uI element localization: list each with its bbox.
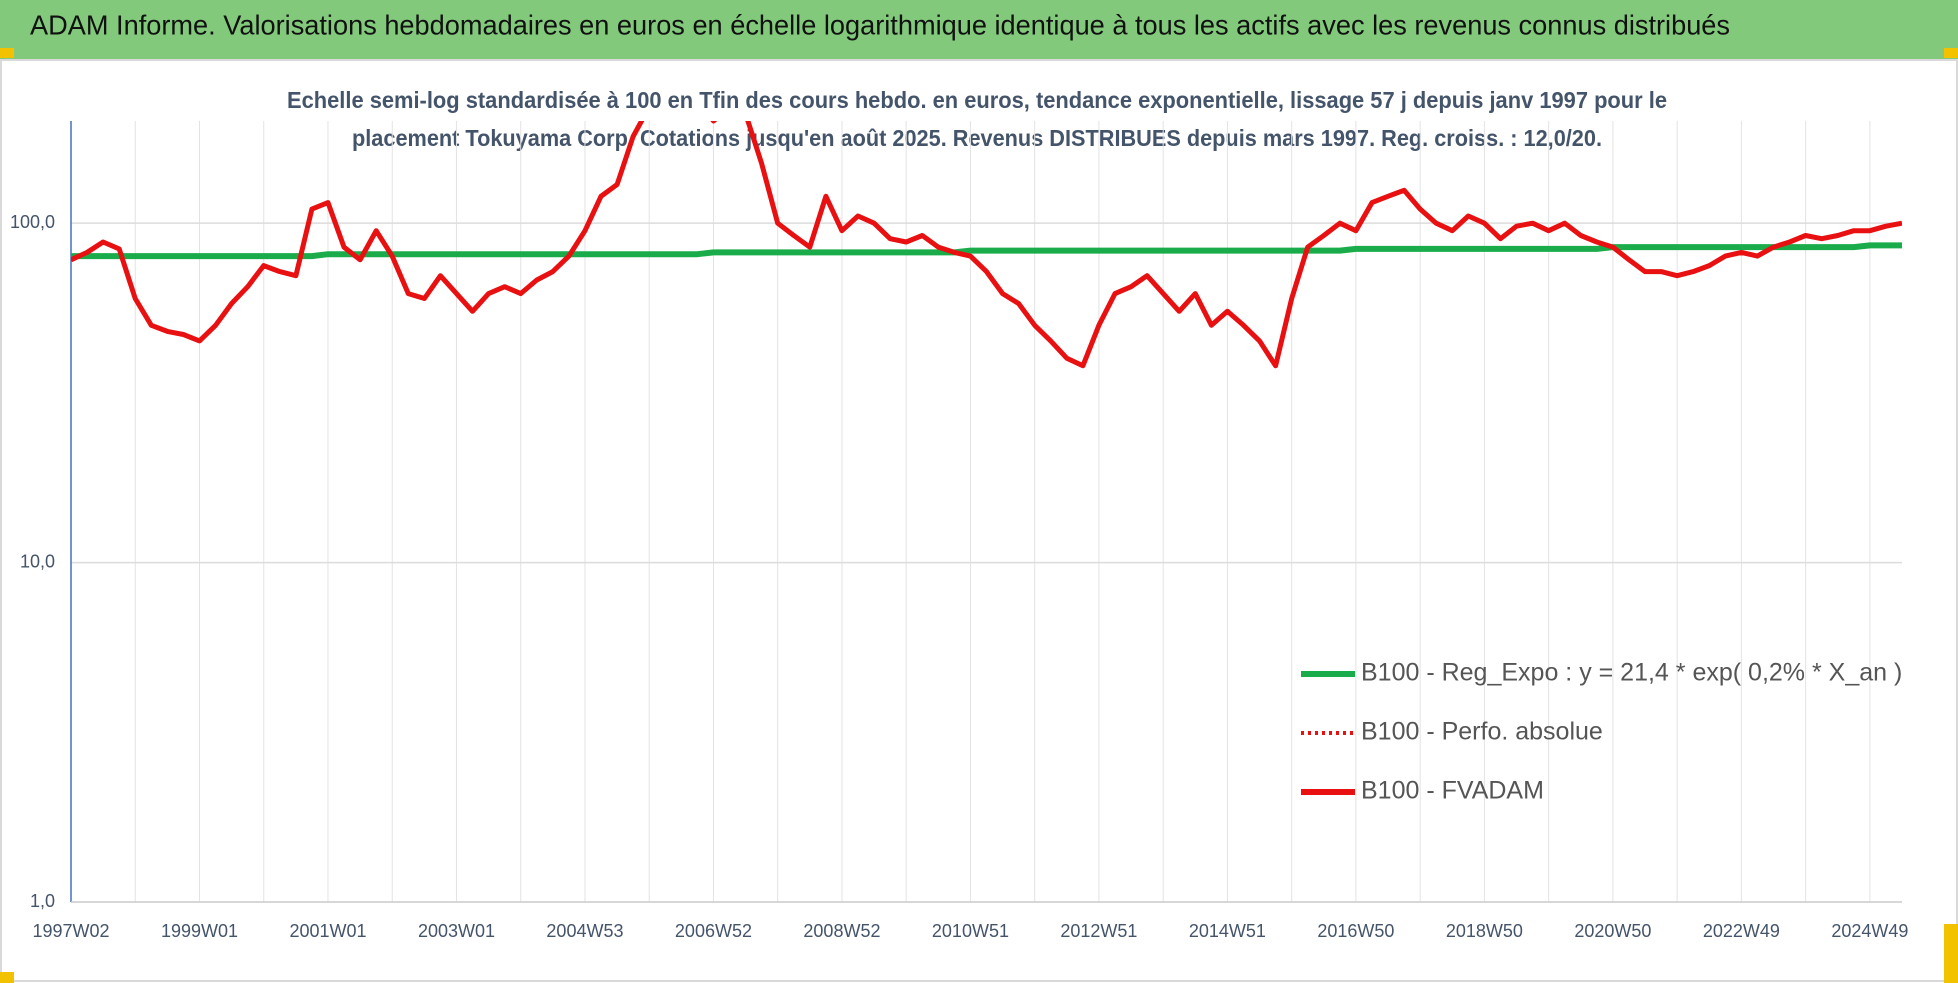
chart-frame — [0, 59, 1958, 982]
x-tick-label: 2010W51 — [932, 921, 1009, 941]
legend-label: B100 - FVADAM — [1361, 777, 1544, 805]
corner-marker — [1944, 48, 1958, 58]
y-tick-label: 1,0 — [30, 891, 55, 911]
series-line — [71, 121, 1902, 369]
x-tick-label: 1997W02 — [32, 921, 109, 941]
x-tick-label: 2003W01 — [418, 921, 495, 941]
x-tick-label: 2006W52 — [675, 921, 752, 941]
x-tick-label: 2020W50 — [1574, 921, 1651, 941]
y-tick-label: 100,0 — [10, 212, 55, 232]
chart-title: ADAM Informe. Valorisations hebdomadaire… — [30, 9, 1730, 40]
x-tick-label: 2012W51 — [1060, 921, 1137, 941]
x-tick-label: 2024W49 — [1831, 921, 1908, 941]
y-tick-label: 10,0 — [20, 551, 55, 571]
x-tick-label: 2001W01 — [289, 921, 366, 941]
corner-marker — [1944, 924, 1958, 983]
x-tick-label: 2022W49 — [1703, 921, 1780, 941]
x-tick-label: 2016W50 — [1317, 921, 1394, 941]
x-tick-label: 2008W52 — [803, 921, 880, 941]
series-line — [71, 242, 1902, 260]
title-banner — [0, 0, 1958, 60]
chart-subtitle: placement Tokuyama Corp. Cotations jusqu… — [352, 125, 1602, 151]
plot-area — [71, 121, 1902, 369]
x-tick-label: 2004W53 — [546, 921, 623, 941]
x-tick-label: 2014W51 — [1189, 921, 1266, 941]
chart-subtitle: Echelle semi-log standardisée à 100 en T… — [287, 87, 1667, 113]
legend-label: B100 - Perfo. absolue — [1361, 718, 1603, 746]
corner-marker — [0, 972, 14, 983]
legend-label: B100 - Reg_Expo : y = 21,4 * exp( 0,2% *… — [1361, 659, 1902, 687]
corner-marker — [0, 48, 14, 58]
x-tick-label: 1999W01 — [161, 921, 238, 941]
x-tick-label: 2018W50 — [1446, 921, 1523, 941]
